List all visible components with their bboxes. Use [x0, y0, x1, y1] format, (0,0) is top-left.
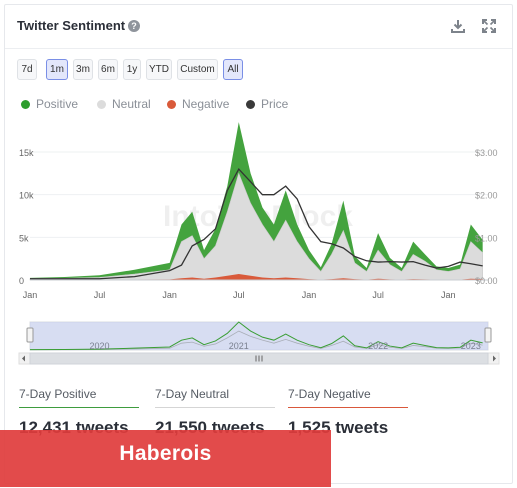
y-tick-label-right: $0.00	[475, 276, 498, 286]
navigator-handle-right[interactable]	[484, 327, 492, 343]
range-button-ytd[interactable]: YTD	[146, 59, 172, 80]
card-header: Twitter Sentiment ?	[5, 5, 512, 49]
y-axis-right: $3.00 $2.00 $1.00 $0.00	[475, 148, 498, 286]
navigator-year-label: 2022	[368, 341, 388, 351]
x-tick-label: Jul	[233, 290, 245, 300]
range-button-custom[interactable]: Custom	[177, 59, 218, 80]
legend-item-positive[interactable]: Positive	[21, 97, 78, 111]
legend-label-neutral: Neutral	[112, 97, 151, 111]
legend-dot-price	[246, 100, 255, 109]
x-tick-label: Jul	[372, 290, 384, 300]
navigator-neutral-line	[29, 330, 483, 351]
y-tick-label-left: 0	[19, 276, 24, 286]
legend-item-negative[interactable]: Negative	[167, 97, 229, 111]
scroll-left-arrow-icon[interactable]	[22, 355, 25, 362]
chart-areas	[29, 122, 488, 281]
overlay-banner: Haberois	[0, 430, 331, 487]
legend-label-negative: Negative	[182, 97, 230, 111]
range-button-7d[interactable]: 7d	[17, 59, 37, 80]
x-tick-label: Jan	[302, 290, 317, 300]
range-button-1y[interactable]: 1y	[123, 59, 141, 80]
navigator-handle-left[interactable]	[26, 327, 34, 343]
navigator-selection[interactable]	[30, 322, 488, 350]
x-tick-label: Jan	[162, 290, 177, 300]
x-tick-label: Jan	[23, 290, 38, 300]
navigator-year-label: 2021	[229, 341, 249, 351]
x-axis: Jan Jul Jan Jul Jan Jul Jan	[23, 290, 456, 300]
y-axis-left: 15k 10k 5k 0	[19, 148, 34, 286]
overlay-banner-text: Haberois	[119, 442, 212, 465]
price-line	[30, 167, 483, 280]
question-circle-icon[interactable]: ?	[128, 20, 140, 32]
stat-positive-label: 7-Day Positive	[19, 387, 97, 401]
y-tick-label-right: $3.00	[475, 148, 498, 158]
stat-positive-underline	[19, 407, 139, 408]
scroll-right-arrow-icon[interactable]	[493, 355, 496, 362]
y-tick-label-left: 10k	[19, 191, 34, 201]
neutral-area	[29, 172, 483, 281]
navigator-year-label: 2020	[89, 341, 109, 351]
stat-neutral-underline	[155, 407, 275, 408]
legend-label-positive: Positive	[36, 97, 79, 111]
legend-dot-negative	[167, 100, 176, 109]
x-tick-label: Jul	[94, 290, 106, 300]
stat-negative-underline	[288, 407, 408, 408]
range-button-1m[interactable]: 1m	[46, 59, 68, 80]
card-title: Twitter Sentiment	[17, 18, 126, 33]
positive-area	[30, 122, 483, 279]
navigator-year-label: 2023	[461, 341, 481, 351]
legend-dot-positive	[21, 100, 30, 109]
range-button-3m[interactable]: 3m	[73, 59, 93, 80]
legend-label-price: Price	[261, 97, 289, 111]
download-icon[interactable]	[450, 18, 466, 34]
chart-navigator[interactable]: 2020 2021 2022 2023	[18, 321, 500, 365]
range-button-all[interactable]: All	[223, 59, 243, 80]
legend-item-neutral[interactable]: Neutral	[97, 97, 151, 111]
y-tick-label-left: 15k	[19, 148, 34, 158]
navigator-positive-line	[29, 321, 483, 351]
x-tick-label: Jan	[441, 290, 456, 300]
fullscreen-icon[interactable]	[481, 18, 497, 34]
range-button-6m[interactable]: 6m	[98, 59, 118, 80]
y-tick-label-right: $1.00	[475, 233, 498, 243]
negative-area	[30, 274, 483, 280]
legend-item-price[interactable]: Price	[246, 97, 288, 111]
stat-neutral-label: 7-Day Neutral	[155, 387, 230, 401]
y-tick-label-right: $2.00	[475, 191, 498, 201]
legend-dot-neutral	[97, 100, 106, 109]
stat-negative-label: 7-Day Negative	[288, 387, 371, 401]
y-tick-label-left: 5k	[19, 233, 29, 243]
